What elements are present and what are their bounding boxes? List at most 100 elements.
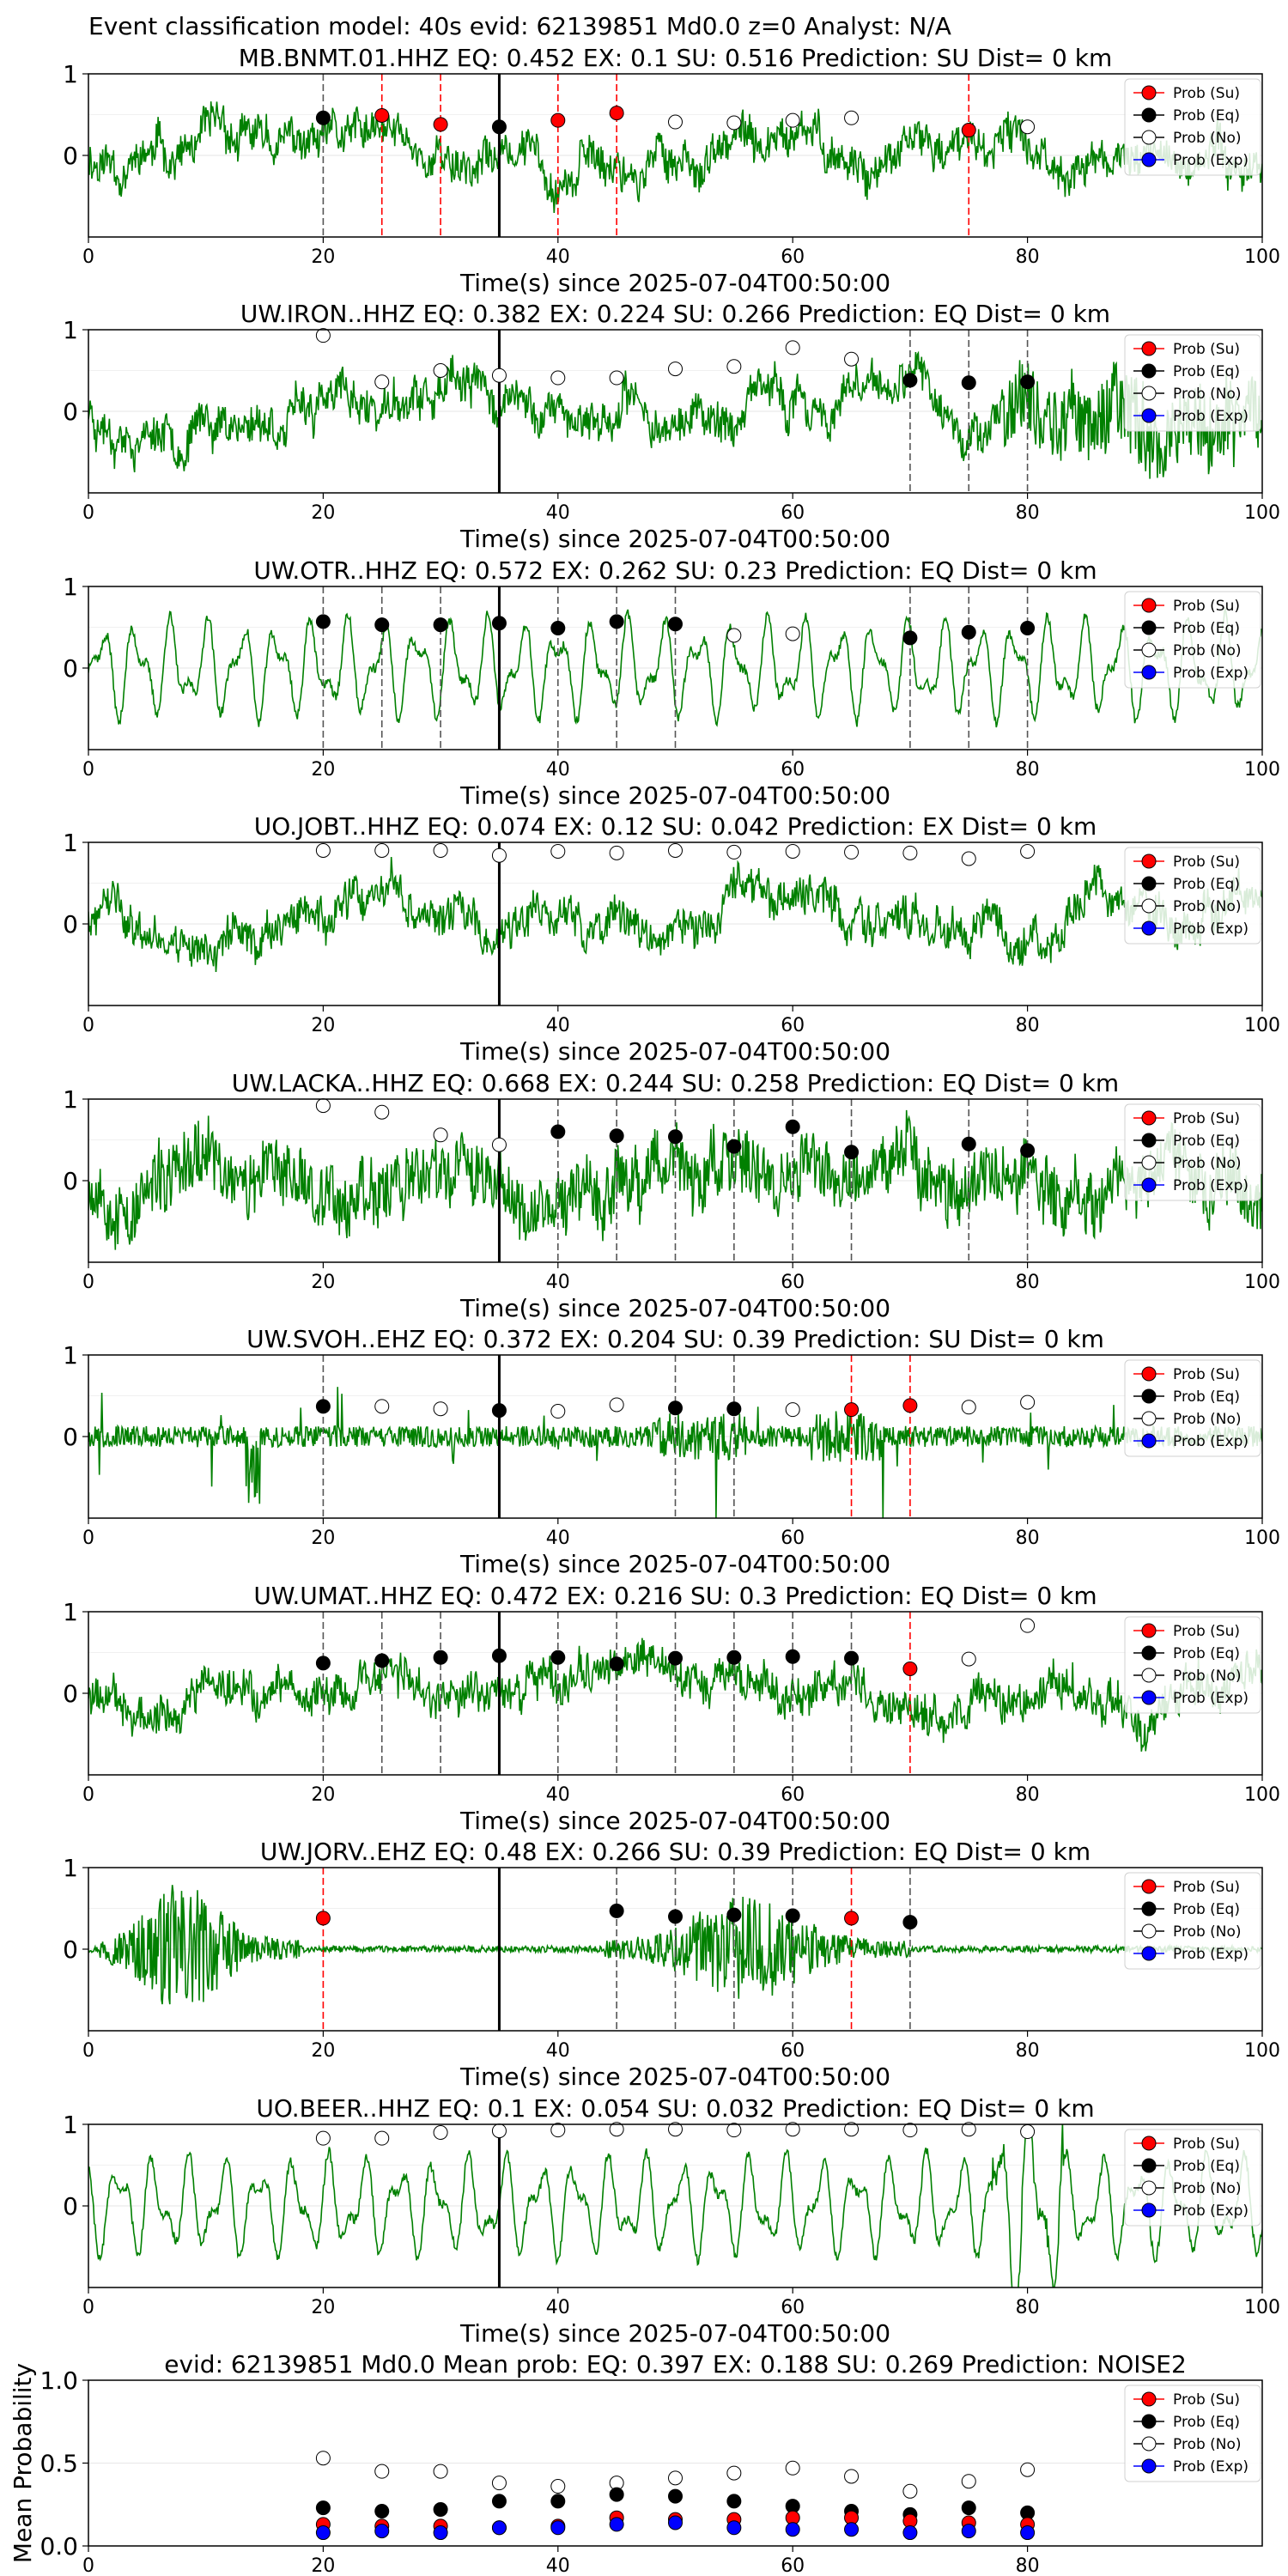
legend: Prob (Su) Prob (Eq) Prob (No) Prob (Exp) [1124, 1359, 1261, 1457]
x-tick-label: 40 [546, 759, 570, 781]
prob-point-eq [785, 1649, 800, 1664]
prob-point-su [315, 1911, 331, 1926]
x-tick-label: 20 [311, 246, 335, 268]
prob-point-eq [785, 1908, 800, 1923]
y-tick-label: 1 [63, 829, 78, 857]
mean-prob-point-eq [726, 2494, 742, 2509]
legend-label: Prob (No) [1173, 1155, 1242, 1172]
mean-prob-point-exp [902, 2525, 918, 2541]
prob-point-no [315, 328, 331, 343]
prob-point-su [844, 1402, 860, 1418]
legend: Prob (Su) Prob (Eq) Prob (No) Prob (Exp) [1124, 2129, 1261, 2227]
legend-label: Prob (Su) [1173, 1366, 1240, 1383]
prob-point-no [491, 1137, 507, 1152]
prob-point-eq [668, 1909, 683, 1924]
panel-title: UW.OTR..HHZ EQ: 0.572 EX: 0.262 SU: 0.23… [253, 556, 1097, 585]
prob-point-no [315, 2130, 331, 2146]
prob-point-eq [550, 1649, 566, 1665]
x-tick-label: 0 [82, 246, 94, 268]
prob-point-eq [550, 1124, 566, 1139]
legend-label: Prob (Eq) [1173, 876, 1240, 893]
x-tick-label: 40 [546, 1784, 570, 1806]
prob-point-eq [491, 1403, 507, 1419]
legend-marker [1141, 876, 1157, 891]
prob-point-eq [726, 1401, 742, 1417]
y-tick-label: 1 [63, 1341, 78, 1370]
x-tick-label: 80 [1016, 1015, 1040, 1036]
legend-marker [1141, 1946, 1157, 1961]
x-tick-label: 100 [1244, 2297, 1280, 2318]
x-axis-label: Time(s) since 2025-07-04T00:50:00 [459, 1294, 890, 1322]
legend-label: Prob (Eq) [1173, 1901, 1240, 1918]
waveform [88, 101, 1262, 213]
waveform [88, 350, 1262, 479]
x-tick-label: 60 [781, 1528, 805, 1549]
legend-label: Prob (No) [1173, 130, 1242, 147]
x-tick-label: 0 [82, 2297, 94, 2318]
legend-marker [1141, 1411, 1157, 1426]
x-tick-label: 0 [82, 1528, 94, 1549]
legend-marker [1141, 1901, 1157, 1917]
prob-point-su [433, 117, 448, 132]
x-tick-label: 60 [781, 1015, 805, 1036]
legend-label: Prob (Su) [1173, 341, 1240, 358]
x-tick-label: 20 [311, 2297, 335, 2318]
legend-label: Prob (Exp) [1173, 1946, 1249, 1963]
mean-prob-point-exp [491, 2520, 507, 2536]
prob-point-eq [433, 1649, 448, 1665]
x-tick-label: 60 [781, 759, 805, 781]
prob-point-su [374, 107, 390, 123]
panel-3: 0 20 40 60 80 100 0 1 UW.OTR..HHZ EQ: 0.572 EX: … [63, 556, 1280, 810]
legend: Prob (Su) Prob (Eq) Prob (No) Prob (Exp) [1124, 1872, 1261, 1970]
prob-point-no [550, 370, 566, 386]
prob-point-su [902, 1662, 918, 1676]
prob-point-no [491, 2123, 507, 2139]
prob-point-no [844, 110, 860, 125]
mean-prob-point-no [374, 2464, 390, 2479]
x-tick-label: 100 [1244, 1528, 1280, 1549]
panel-8: 0 20 40 60 80 100 0 1 UW.JORV..EHZ EQ: 0.48 EX: … [63, 1838, 1280, 2091]
prob-point-no [726, 359, 742, 374]
x-tick-label: 20 [311, 1528, 335, 1549]
prob-point-no [726, 844, 742, 860]
y-tick-label: 1 [63, 1854, 78, 1882]
mean-prob-point-eq [609, 2487, 624, 2502]
legend-marker [1141, 1690, 1157, 1705]
x-tick-label: 60 [781, 1272, 805, 1293]
prob-point-eq [315, 110, 331, 125]
x-tick-label: 0 [82, 2555, 94, 2576]
x-tick-label: 100 [1244, 1015, 1280, 1036]
legend-marker [1141, 1668, 1157, 1683]
panel-1: 0 20 40 60 80 100 0 1 MB.BNMT.01.HHZ EQ: 0.452 E… [63, 44, 1280, 297]
x-tick-label: 60 [781, 2040, 805, 2062]
legend-label: Prob (Eq) [1173, 1645, 1240, 1662]
waveform [88, 1109, 1262, 1250]
mean-prob-point-eq [374, 2503, 390, 2518]
mean-prob-point-exp [609, 2517, 624, 2532]
x-tick-label: 60 [781, 1784, 805, 1806]
y-tick-label: 0 [63, 1680, 78, 1708]
mean-prob-point-eq [668, 2488, 683, 2504]
panel-5: 0 20 40 60 80 100 0 1 UW.LACKA..HHZ EQ: 0.668 EX… [63, 1069, 1280, 1322]
legend-marker [1141, 363, 1157, 379]
x-axis-label: Time(s) since 2025-07-04T00:50:00 [459, 525, 890, 553]
x-tick-label: 100 [1244, 1784, 1280, 1806]
legend-label: Prob (Su) [1173, 85, 1240, 102]
prob-point-no [609, 845, 624, 860]
panel-7: 0 20 40 60 80 100 0 1 UW.UMAT..HHZ EQ: 0.472 EX:… [63, 1582, 1280, 1835]
prob-point-no [1020, 1394, 1036, 1410]
legend-label: Prob (No) [1173, 642, 1242, 659]
prob-point-no [550, 2123, 566, 2138]
prob-point-no [726, 115, 742, 131]
prob-point-no [315, 843, 331, 858]
y-tick-label: 0.5 [39, 2450, 78, 2478]
panel-title: UW.JORV..EHZ EQ: 0.48 EX: 0.266 SU: 0.39… [260, 1838, 1091, 1866]
x-tick-label: 60 [781, 2555, 805, 2576]
x-tick-label: 0 [82, 2040, 94, 2062]
x-tick-label: 100 [1244, 502, 1280, 524]
x-tick-label: 20 [311, 1272, 335, 1293]
prob-point-no [902, 845, 918, 860]
prob-point-no [668, 114, 683, 130]
mean-prob-point-no [668, 2470, 683, 2486]
x-tick-label: 40 [546, 2040, 570, 2062]
